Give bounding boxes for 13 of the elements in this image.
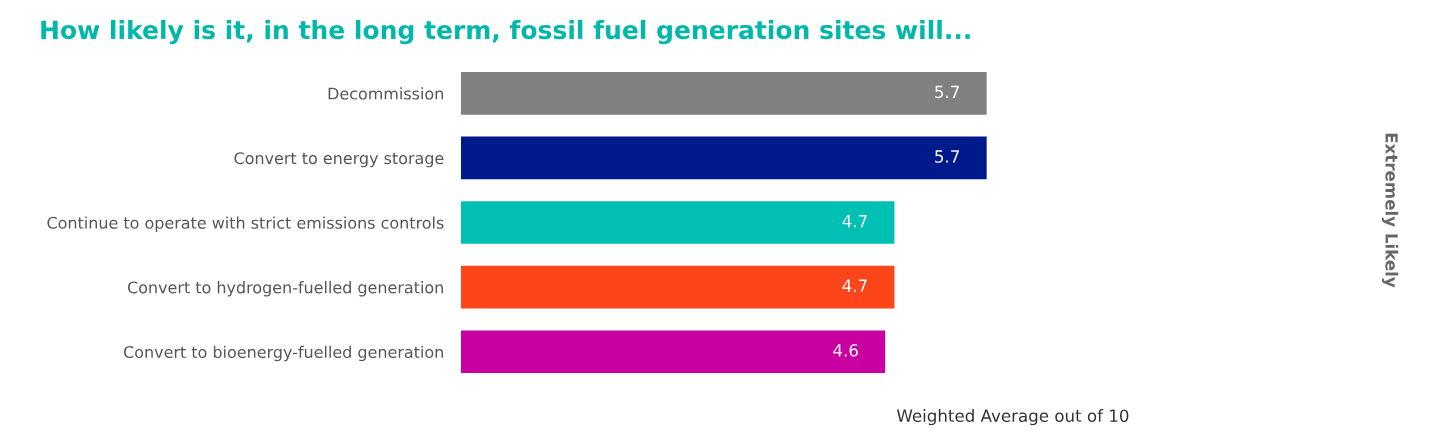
- data-label: 5.7: [935, 150, 959, 163]
- y-tick-label: Convert to hydrogen-fuelled generation: [127, 281, 443, 297]
- data-label: 5.7: [935, 85, 959, 99]
- data-label: 4.6: [833, 344, 858, 357]
- y-tick-label: Convert to bioenergy-fuelled generation: [123, 345, 443, 362]
- data-label: 4.7: [842, 214, 867, 228]
- y-tick-label: Continue to operate with strict emissions controls: [47, 216, 444, 232]
- chart-title: How likely is it, in the long term, fossil fuel generation sites will...: [41, 19, 970, 45]
- x-axis-title: Weighted Average out of 10: [896, 409, 1129, 426]
- text: Extremely Likely: [1381, 133, 1399, 288]
- y-tick-label: Convert to energy storage: [234, 152, 444, 168]
- y-tick-label: Decommission: [328, 87, 443, 100]
- data-label: 4.7: [842, 279, 867, 292]
